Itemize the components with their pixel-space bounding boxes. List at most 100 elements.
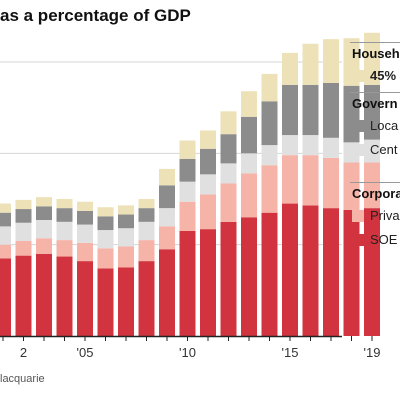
chart-title: as a percentage of GDP bbox=[0, 6, 191, 25]
bar-soe-2002 bbox=[15, 255, 32, 336]
bar-household-2009 bbox=[159, 168, 175, 186]
bar-local-2004 bbox=[56, 208, 73, 222]
bar-central-2017 bbox=[323, 137, 339, 158]
legend-item-household: 45% bbox=[352, 68, 396, 83]
bar-private-2003 bbox=[36, 238, 52, 254]
bar-central-2002 bbox=[15, 222, 32, 242]
bar-soe-2003 bbox=[36, 253, 52, 336]
legend-label-local: Loca bbox=[370, 118, 399, 133]
bar-household-2016 bbox=[302, 43, 319, 85]
bar-soe-2001 bbox=[0, 258, 11, 336]
bar-central-2014 bbox=[261, 145, 278, 166]
bar-central-2012 bbox=[220, 163, 237, 184]
bar-soe-2018 bbox=[343, 209, 360, 336]
bar-local-2003 bbox=[36, 206, 52, 221]
bar-household-2008 bbox=[138, 199, 155, 209]
bar-soe-2011 bbox=[200, 229, 216, 336]
bar-central-2016 bbox=[302, 135, 319, 156]
bar-household-2002 bbox=[15, 199, 32, 210]
bar-household-2014 bbox=[261, 73, 278, 102]
source-note: lacquarie bbox=[0, 373, 45, 385]
bar-private-2009 bbox=[159, 226, 175, 250]
x-tick-label-2019: '19 bbox=[364, 345, 381, 360]
bar-central-2011 bbox=[200, 174, 216, 195]
bar-local-2007 bbox=[118, 214, 134, 229]
bar-soe-2005 bbox=[77, 261, 93, 336]
bar-household-2003 bbox=[36, 197, 52, 207]
bar-private-2004 bbox=[56, 240, 73, 257]
bar-central-2009 bbox=[159, 208, 175, 227]
legend-group-title: Househ bbox=[352, 46, 400, 61]
bar-soe-2010 bbox=[179, 230, 196, 336]
bar-household-2001 bbox=[0, 203, 11, 213]
bar-soe-2006 bbox=[97, 268, 114, 336]
bar-household-2015 bbox=[282, 52, 298, 85]
legend-swatch-central bbox=[352, 143, 364, 156]
bar-private-2005 bbox=[77, 242, 93, 262]
bar-central-2019 bbox=[364, 139, 380, 163]
bar-private-2008 bbox=[138, 240, 155, 262]
bar-central-2007 bbox=[118, 228, 134, 247]
bar-soe-2004 bbox=[56, 256, 73, 336]
legend-divider bbox=[350, 42, 400, 43]
bar-private-2015 bbox=[282, 155, 298, 204]
legend-label-central: Cent bbox=[370, 142, 398, 157]
bar-private-2007 bbox=[118, 246, 134, 268]
bar-household-2007 bbox=[118, 205, 134, 215]
x-tick-label-2005: '05 bbox=[77, 345, 94, 360]
bar-soe-2009 bbox=[159, 249, 175, 336]
legend-divider bbox=[350, 182, 400, 183]
bar-private-2014 bbox=[261, 165, 278, 213]
bar-local-2018 bbox=[343, 85, 360, 143]
bar-household-2006 bbox=[97, 207, 114, 217]
bar-local-2006 bbox=[97, 216, 114, 231]
legend-label-private: Priva bbox=[370, 208, 400, 223]
legend-swatch-soe bbox=[352, 233, 364, 246]
bar-soe-2015 bbox=[282, 203, 298, 336]
bar-household-2012 bbox=[220, 111, 237, 135]
legend-group-title: Govern bbox=[352, 96, 398, 111]
legend-group-title: Corpora bbox=[352, 186, 400, 201]
bar-private-2006 bbox=[97, 248, 114, 269]
bar-private-2011 bbox=[200, 194, 216, 230]
bar-central-2008 bbox=[138, 221, 155, 241]
bar-household-2005 bbox=[77, 201, 93, 211]
legend-swatch-local bbox=[352, 119, 364, 132]
bar-local-2019 bbox=[364, 84, 380, 140]
x-tick-label-2002: 2 bbox=[20, 345, 27, 360]
bar-local-2012 bbox=[220, 134, 237, 164]
bar-soe-2017 bbox=[323, 208, 339, 336]
bar-local-2001 bbox=[0, 212, 11, 227]
bar-local-2013 bbox=[241, 116, 257, 154]
bar-central-2004 bbox=[56, 221, 73, 241]
bar-local-2009 bbox=[159, 185, 175, 209]
bar-household-2013 bbox=[241, 91, 257, 117]
legend-divider bbox=[350, 92, 400, 93]
bar-local-2015 bbox=[282, 84, 298, 136]
legend-swatch-household bbox=[352, 69, 364, 82]
bar-central-2010 bbox=[179, 181, 196, 202]
bar-household-2004 bbox=[56, 199, 73, 209]
bar-private-2002 bbox=[15, 241, 32, 256]
bar-soe-2007 bbox=[118, 267, 134, 336]
bar-central-2003 bbox=[36, 220, 52, 239]
legend-item-soe: SOE bbox=[352, 232, 397, 247]
bar-central-2006 bbox=[97, 230, 114, 249]
bar-central-2013 bbox=[241, 153, 257, 174]
legend-item-central: Cent bbox=[352, 142, 397, 157]
bar-central-2015 bbox=[282, 135, 298, 156]
bar-local-2014 bbox=[261, 101, 278, 146]
bar-private-2013 bbox=[241, 173, 257, 218]
bar-central-2001 bbox=[0, 226, 11, 245]
bar-private-2010 bbox=[179, 201, 196, 231]
bar-central-2005 bbox=[77, 224, 93, 243]
legend-item-private: Priva bbox=[352, 208, 400, 223]
bar-local-2005 bbox=[77, 210, 93, 225]
bar-private-2018 bbox=[343, 162, 360, 210]
bar-private-2001 bbox=[0, 244, 11, 259]
legend-label-household: 45% bbox=[370, 68, 397, 83]
bar-local-2016 bbox=[302, 84, 319, 136]
bar-private-2017 bbox=[323, 157, 339, 209]
bar-household-2011 bbox=[200, 130, 216, 149]
